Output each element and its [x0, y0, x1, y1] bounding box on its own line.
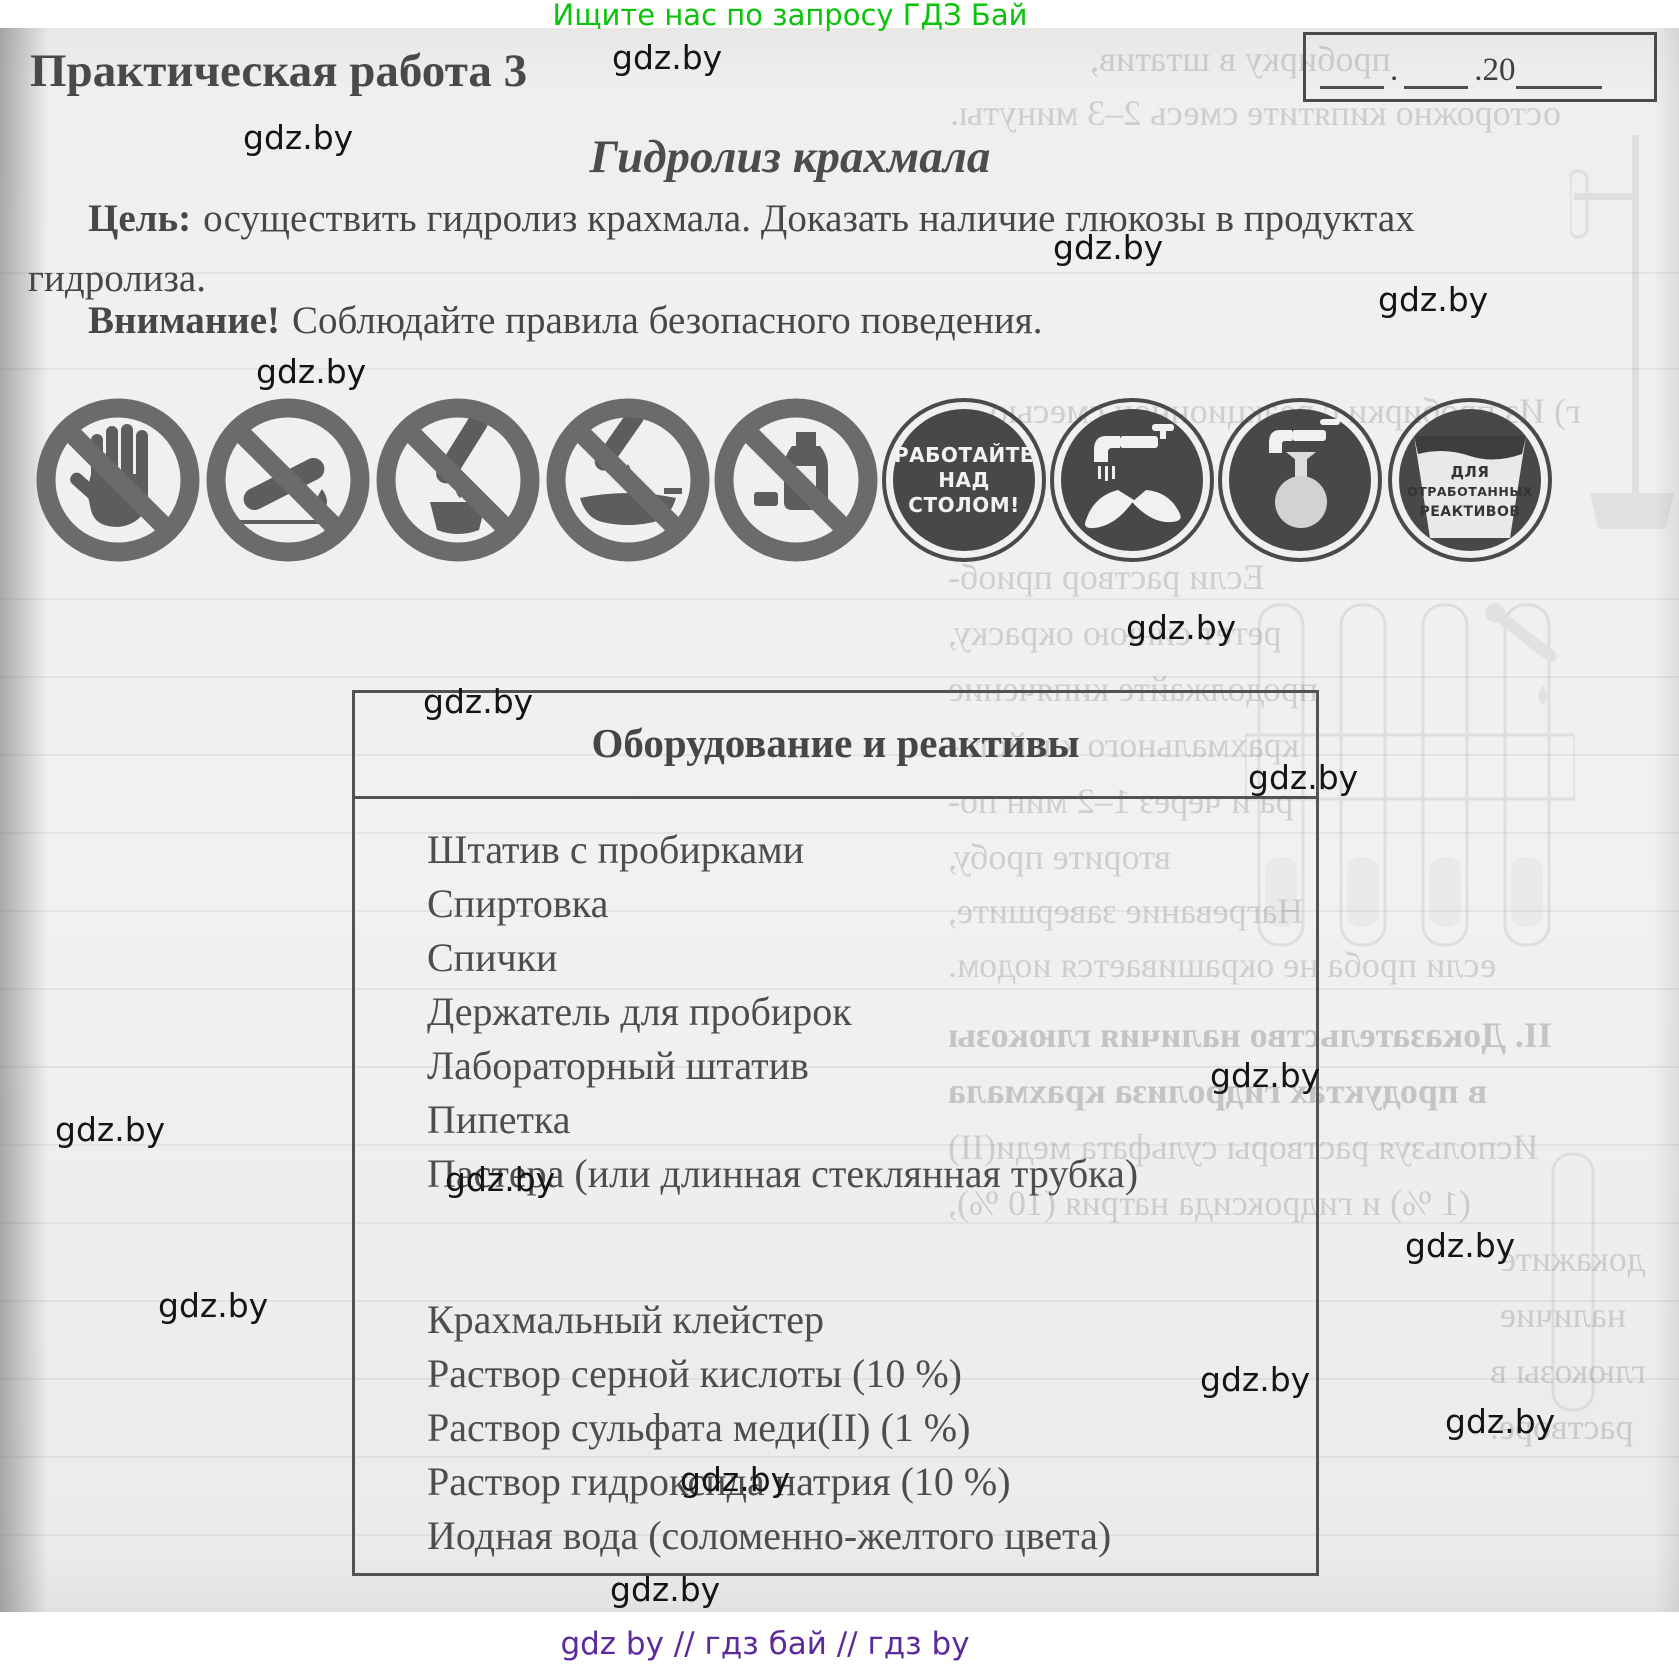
ruled-line	[0, 598, 1679, 600]
ruled-line	[0, 832, 1679, 834]
watermark: gdz.by	[1210, 1056, 1321, 1095]
ruled-line	[0, 1222, 1679, 1224]
equipment-item: Пастера (или длинная стеклянная трубка)	[427, 1151, 1139, 1196]
date-field-box: . . 20	[1303, 32, 1657, 102]
watermark: gdz.by	[158, 1286, 269, 1325]
warning-paragraph: Внимание! Соблюдайте правила безопасного …	[88, 298, 1042, 343]
equipment-item: Лабораторный штатив	[427, 1043, 809, 1088]
watermark: gdz.by	[1126, 608, 1237, 647]
reagent-item: Раствор серной кислоты (10 %)	[427, 1351, 962, 1396]
ruled-line	[0, 910, 1679, 912]
watermark: gdz.by	[1445, 1402, 1556, 1441]
reagent-item: Крахмальный клейстер	[427, 1297, 825, 1342]
ruled-line	[0, 1300, 1679, 1302]
equipment-item: Штатив с пробирками	[427, 827, 805, 872]
watermark: gdz.by	[423, 682, 534, 721]
work-over-table-label: РАБОТАЙТЕ НАД СТОЛОМ!	[893, 442, 1035, 517]
date-year-prefix: 20	[1482, 52, 1516, 88]
ruled-line	[0, 1144, 1679, 1146]
equipment-item: Пипетка	[427, 1097, 571, 1142]
no-spilling-test-tube-icon	[204, 396, 372, 564]
equipment-box-divider	[355, 796, 1316, 799]
ruled-line	[0, 272, 1679, 274]
equipment-item: Спички	[427, 935, 558, 980]
reagent-item: Раствор гидроксида натрия (10 %)	[427, 1459, 1011, 1504]
date-separator2: .	[1474, 52, 1483, 88]
waste-container-label: ДЛЯ ОТРАБОТАННЫХ РЕАКТИВОВ	[1407, 463, 1533, 520]
footer-links: gdz by // гдз бай // гдз by	[560, 1626, 970, 1662]
ruled-line	[0, 676, 1679, 678]
test-tube-rack-illustration	[1245, 602, 1575, 947]
watermark: gdz.by	[610, 1570, 721, 1609]
watermark: gdz.by	[243, 118, 354, 157]
goal-text2: гидролиза.	[28, 257, 206, 300]
ruled-line	[0, 368, 1679, 370]
work-subtitle: Гидролиз крахмала	[589, 131, 991, 183]
watermark: gdz.by	[1248, 758, 1359, 797]
equipment-item: Спиртовка	[427, 881, 609, 926]
equipment-box-title: Оборудование и реактивы	[591, 720, 1080, 766]
no-pouring-into-dish-icon	[544, 396, 712, 564]
watermark: gdz.by	[612, 38, 723, 77]
watermark: gdz.by	[256, 352, 367, 391]
date-blank-month	[1404, 56, 1469, 89]
paper-sheet	[0, 28, 1679, 1612]
warning-label: Внимание!	[88, 299, 280, 342]
promo-banner: Ищите нас по запросу ГДЗ Бай	[552, 0, 1028, 32]
rinse-flask-icon	[1216, 396, 1384, 564]
watermark: gdz.by	[1053, 228, 1164, 267]
date-blank-year	[1515, 56, 1602, 89]
goal-text: осуществить гидролиз крахмала. Доказать …	[203, 197, 1415, 240]
equipment-list: Штатив с пробирками Спиртовка Спички Дер…	[427, 823, 1296, 1201]
watermark: gdz.by	[1405, 1226, 1516, 1265]
scan-edge-shade	[1653, 28, 1679, 1612]
no-pouring-into-glass-icon	[374, 396, 542, 564]
no-open-reagent-bottle-icon	[712, 396, 880, 564]
watermark: gdz.by	[1200, 1360, 1311, 1399]
ruled-line	[0, 1378, 1679, 1380]
date-separator: .	[1390, 52, 1399, 88]
no-touching-hand-icon	[34, 396, 202, 564]
reagent-item: Раствор сульфата меди(II) (1 %)	[427, 1405, 971, 1450]
scan-gutter-shadow	[0, 28, 48, 1612]
ruled-line	[0, 1534, 1679, 1536]
reagent-item: Иодная вода (соломенно-желтого цвета)	[427, 1513, 1112, 1558]
waste-container-icon: ДЛЯ ОТРАБОТАННЫХ РЕАКТИВОВ	[1386, 396, 1554, 564]
lab-stand-illustration	[1570, 135, 1674, 529]
watermark: gdz.by	[55, 1110, 166, 1149]
watermark: gdz.by	[680, 1460, 791, 1499]
ruled-line	[0, 1066, 1679, 1068]
watermark: gdz.by	[445, 1160, 556, 1199]
goal-paragraph-line2: гидролиза.	[28, 256, 206, 301]
date-blank-day	[1320, 56, 1384, 89]
equipment-reagents-box: Оборудование и реактивы Штатив с пробирк…	[352, 690, 1319, 1576]
reagents-list: Крахмальный клейстер Раствор серной кисл…	[427, 1293, 1296, 1563]
watermark: gdz.by	[1378, 280, 1489, 319]
ruled-line	[0, 754, 1679, 756]
page-title: Практическая работа 3	[30, 45, 528, 97]
ruled-line	[0, 988, 1679, 990]
equipment-item: Держатель для пробирок	[427, 989, 852, 1034]
goal-paragraph: Цель: осуществить гидролиз крахмала. Дока…	[88, 196, 1415, 241]
test-tube-illustration	[1551, 1152, 1595, 1412]
work-over-table-icon: РАБОТАЙТЕ НАД СТОЛОМ!	[880, 396, 1048, 564]
ruled-line	[0, 1456, 1679, 1458]
wash-hands-icon	[1048, 396, 1216, 564]
warning-text: Соблюдайте правила безопасного поведения…	[292, 299, 1043, 342]
goal-label: Цель:	[88, 197, 192, 240]
